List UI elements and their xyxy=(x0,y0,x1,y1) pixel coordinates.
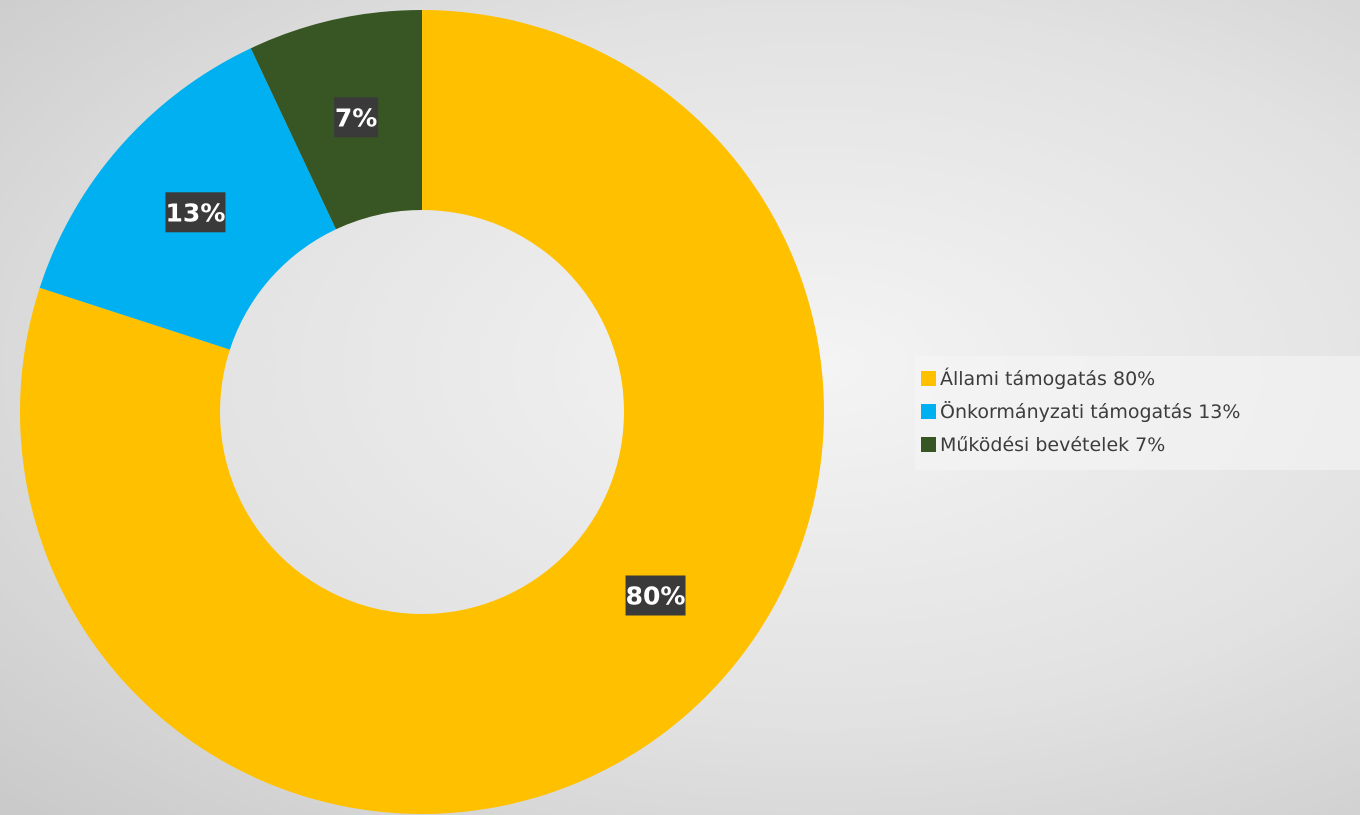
data-label-text-mukodesi: 7% xyxy=(335,103,377,132)
legend-item-onkormanyzati: Önkormányzati támogatás 13% xyxy=(915,395,1360,428)
legend-item-mukodesi: Működési bevételek 7% xyxy=(915,428,1360,461)
legend-label-onkormanyzati: Önkormányzati támogatás 13% xyxy=(940,400,1241,423)
chart-legend: Állami támogatás 80% Önkormányzati támog… xyxy=(915,356,1360,470)
slice-allami xyxy=(19,10,824,814)
legend-label-mukodesi: Működési bevételek 7% xyxy=(940,433,1166,456)
donut-slices xyxy=(19,10,824,814)
legend-swatch-allami xyxy=(921,371,936,386)
data-label-text-onkormanyzati: 13% xyxy=(166,198,226,227)
legend-swatch-onkormanyzati xyxy=(921,404,936,419)
data-label-onkormanyzati: 13% xyxy=(165,192,226,233)
data-label-allami: 80% xyxy=(625,575,686,616)
data-label-box-onkormanyzati xyxy=(165,192,226,233)
data-label-box-mukodesi xyxy=(334,97,379,138)
legend-label-allami: Állami támogatás 80% xyxy=(940,367,1156,390)
data-label-box-allami xyxy=(625,575,686,616)
legend-item-allami: Állami támogatás 80% xyxy=(915,362,1360,395)
data-labels: 80% 13% 7% xyxy=(165,97,686,616)
legend-swatch-mukodesi xyxy=(921,437,936,452)
data-label-mukodesi: 7% xyxy=(334,97,379,138)
data-label-text-allami: 80% xyxy=(626,582,686,611)
